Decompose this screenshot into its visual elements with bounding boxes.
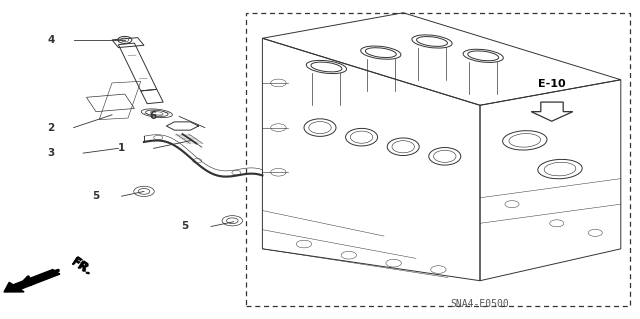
Text: 5: 5 [182, 221, 189, 232]
Text: FR.: FR. [69, 255, 95, 279]
Text: E-10: E-10 [538, 79, 566, 89]
Circle shape [193, 159, 202, 163]
Circle shape [232, 170, 241, 175]
Bar [246, 13, 630, 306]
Text: FR.: FR. [68, 256, 93, 279]
Text: 1: 1 [118, 143, 125, 153]
Circle shape [118, 36, 132, 43]
Text: 3: 3 [47, 148, 54, 158]
Circle shape [154, 135, 163, 140]
Text: SNA4-E0500: SNA4-E0500 [451, 300, 509, 309]
Circle shape [222, 216, 243, 226]
Circle shape [134, 186, 154, 197]
FancyArrow shape [4, 270, 60, 292]
Text: 6: 6 [150, 111, 157, 122]
Text: 4: 4 [47, 35, 54, 45]
Circle shape [227, 218, 238, 224]
Text: 5: 5 [92, 191, 99, 201]
Text: 2: 2 [47, 122, 54, 133]
Circle shape [138, 189, 150, 194]
